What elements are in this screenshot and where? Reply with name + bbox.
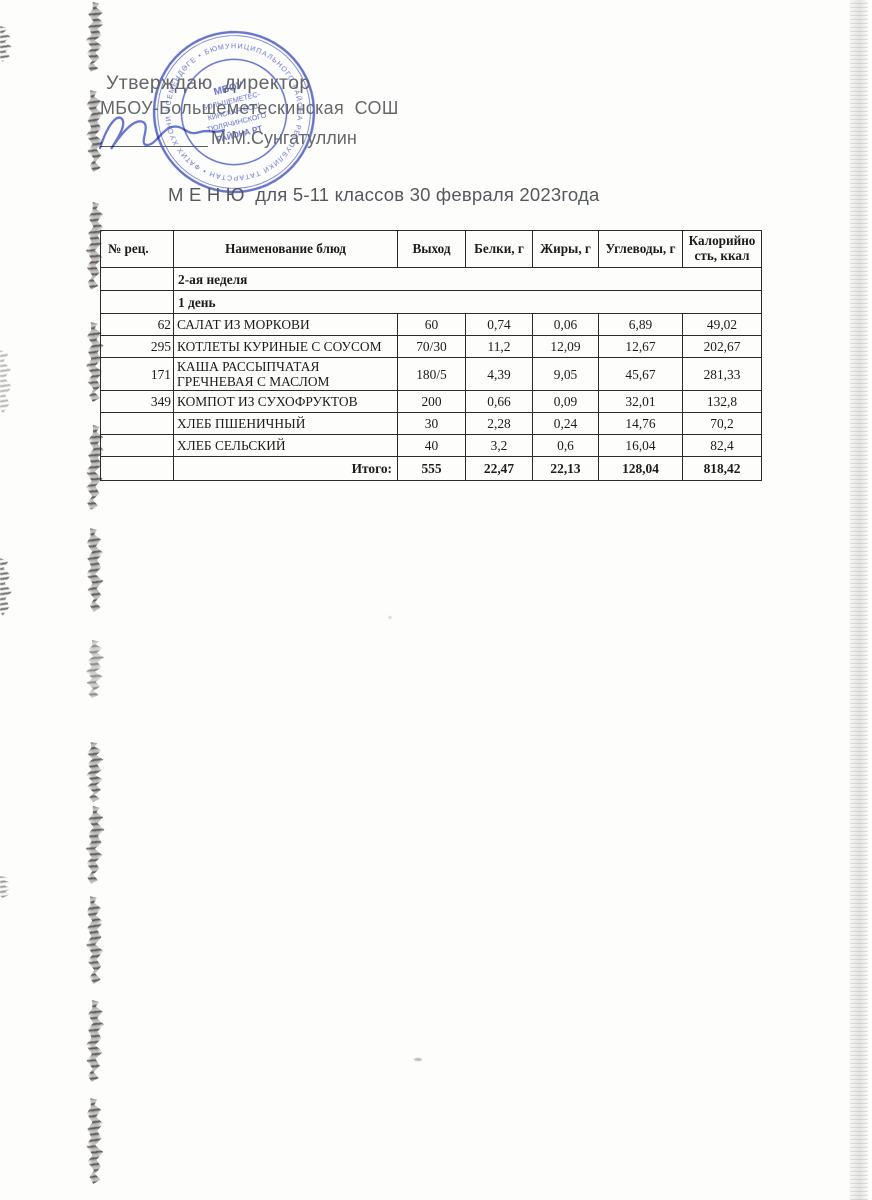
menu-row: ХЛЕБ СЕЛЬСКИЙ 40 3,2 0,6 16,04 82,4 [100, 434, 762, 457]
kcal-cell: 70,2 [682, 412, 762, 435]
stamp-outer-circle-2 [157, 35, 311, 189]
kcal-cell: 818,42 [682, 456, 762, 481]
scan-smudge [84, 896, 105, 985]
output-cell: 180/5 [397, 357, 466, 391]
menu-table: № рец. Наименование блюд Выход Белки, г Жиры… [100, 230, 762, 481]
carb-cell: 14,76 [598, 412, 683, 435]
speck [388, 616, 392, 619]
rec-cell: 171 [100, 357, 174, 391]
rec-cell [100, 412, 174, 435]
fat-cell: 12,09 [532, 335, 599, 358]
edge-mark [0, 558, 12, 616]
carb-cell: 12,67 [598, 335, 683, 358]
approval-line-1: Утверждаю директор [106, 72, 311, 94]
fat-cell: 0,24 [532, 412, 599, 435]
protein-cell: 22,47 [465, 456, 533, 481]
scan-smudge [85, 1000, 104, 1082]
column-header: Наименование блюд [173, 230, 398, 268]
kcal-cell: 132,8 [682, 390, 762, 413]
page-title: М Е Н Ю для 5-11 классов 30 февраля 2023… [168, 184, 600, 205]
carb-cell: 45,67 [598, 357, 683, 391]
output-cell: 70/30 [397, 335, 466, 358]
output-cell: 555 [397, 456, 466, 481]
total-row: Итого: 555 22,47 22,13 128,04 818,42 [100, 456, 762, 481]
kcal-cell: 82,4 [682, 434, 762, 457]
carb-cell: 6,89 [598, 313, 683, 336]
signature-line [100, 116, 208, 147]
column-header: Углеводы, г [598, 230, 683, 268]
column-header: Белки, г [465, 230, 533, 268]
kcal-cell: 281,33 [682, 357, 762, 391]
menu-row: 171 КАША РАССЫПЧАТАЯ ГРЕЧНЕВАЯ С МАСЛОМ 18… [100, 357, 762, 391]
scan-smudge [85, 1098, 105, 1184]
edge-mark [0, 350, 12, 414]
column-header: Выход [397, 230, 466, 268]
edge-mark [0, 876, 12, 898]
dish-name-cell: КАША РАССЫПЧАТАЯ ГРЕЧНЕВАЯ С МАСЛОМ [173, 357, 398, 391]
rec-cell: 295 [100, 335, 174, 358]
signature-ink [98, 116, 226, 150]
column-header: Калорийность, ккал [682, 230, 762, 268]
menu-row: ХЛЕБ ПШЕНИЧНЫЙ 30 2,28 0,24 14,76 70,2 [100, 412, 762, 435]
protein-cell: 2,28 [465, 412, 533, 435]
rec-cell: 62 [100, 313, 174, 336]
protein-cell: 4,39 [465, 357, 533, 391]
fat-cell: 22,13 [532, 456, 599, 481]
menu-table-head-row: № рец. Наименование блюд Выход Белки, г Жиры… [100, 230, 762, 268]
dish-name-cell: ХЛЕБ ПШЕНИЧНЫЙ [173, 412, 398, 435]
protein-cell: 3,2 [465, 434, 533, 457]
scan-smudge [85, 806, 106, 885]
approval-line-2: МБОУ-Большеметескинская СОШ [100, 98, 399, 118]
menu-table-body: 2-ая неделя 1 день 62 САЛАТ ИЗ МОРКОВИ 60 0,7… [100, 267, 762, 481]
week-section-row: 2-ая неделя [100, 267, 762, 291]
dish-name-cell: КОМПОТ ИЗ СУХОФРУКТОВ [173, 390, 398, 413]
menu-row: 349 КОМПОТ ИЗ СУХОФРУКТОВ 200 0,66 0,09 32,01… [100, 390, 762, 413]
rec-cell [100, 290, 174, 314]
dish-name-cell: САЛАТ ИЗ МОРКОВИ [173, 313, 398, 336]
fat-cell: 0,06 [532, 313, 599, 336]
signer-name: М.М.Сунгатуллин [211, 128, 357, 148]
protein-cell: 0,74 [465, 313, 533, 336]
dish-name-cell: КОТЛЕТЫ КУРИНЫЕ С СОУСОМ [173, 335, 398, 358]
stamp-inner-circle [180, 58, 288, 166]
kcal-cell: 49,02 [682, 313, 762, 336]
fat-cell: 0,6 [532, 434, 599, 457]
menu-row: 295 КОТЛЕТЫ КУРИНЫЕ С СОУСОМ 70/30 11,2 12,0… [100, 335, 762, 358]
protein-cell: 0,66 [465, 390, 533, 413]
scan-smudge [85, 528, 106, 613]
rec-cell [100, 456, 174, 481]
rec-cell [100, 267, 174, 291]
scan-smudge [85, 742, 105, 802]
output-cell: 200 [397, 390, 466, 413]
day-section-row: 1 день [100, 290, 762, 314]
dish-name-cell: ХЛЕБ СЕЛЬСКИЙ [173, 434, 398, 457]
scan-edge-band [850, 0, 868, 1200]
rec-cell [100, 434, 174, 457]
output-cell: 30 [397, 412, 466, 435]
scan-smudge [85, 2, 105, 73]
rec-cell: 349 [100, 390, 174, 413]
menu-row: 62 САЛАТ ИЗ МОРКОВИ 60 0,74 0,06 6,89 49,02 [100, 313, 762, 336]
column-header: Жиры, г [532, 230, 599, 268]
output-cell: 40 [397, 434, 466, 457]
section-label: 2-ая неделя [173, 267, 762, 291]
scan-smudge [85, 640, 104, 698]
kcal-cell: 202,67 [682, 335, 762, 358]
output-cell: 60 [397, 313, 466, 336]
speck [414, 1058, 422, 1061]
column-header: № рец. [100, 230, 174, 268]
total-label-cell: Итого: [173, 456, 398, 481]
section-label: 1 день [173, 290, 762, 314]
carb-cell: 128,04 [598, 456, 683, 481]
carb-cell: 16,04 [598, 434, 683, 457]
carb-cell: 32,01 [598, 390, 683, 413]
fat-cell: 0,09 [532, 390, 599, 413]
stamp-outer-circle [152, 30, 316, 194]
fat-cell: 9,05 [532, 357, 599, 391]
edge-mark [0, 26, 12, 62]
protein-cell: 11,2 [465, 335, 533, 358]
